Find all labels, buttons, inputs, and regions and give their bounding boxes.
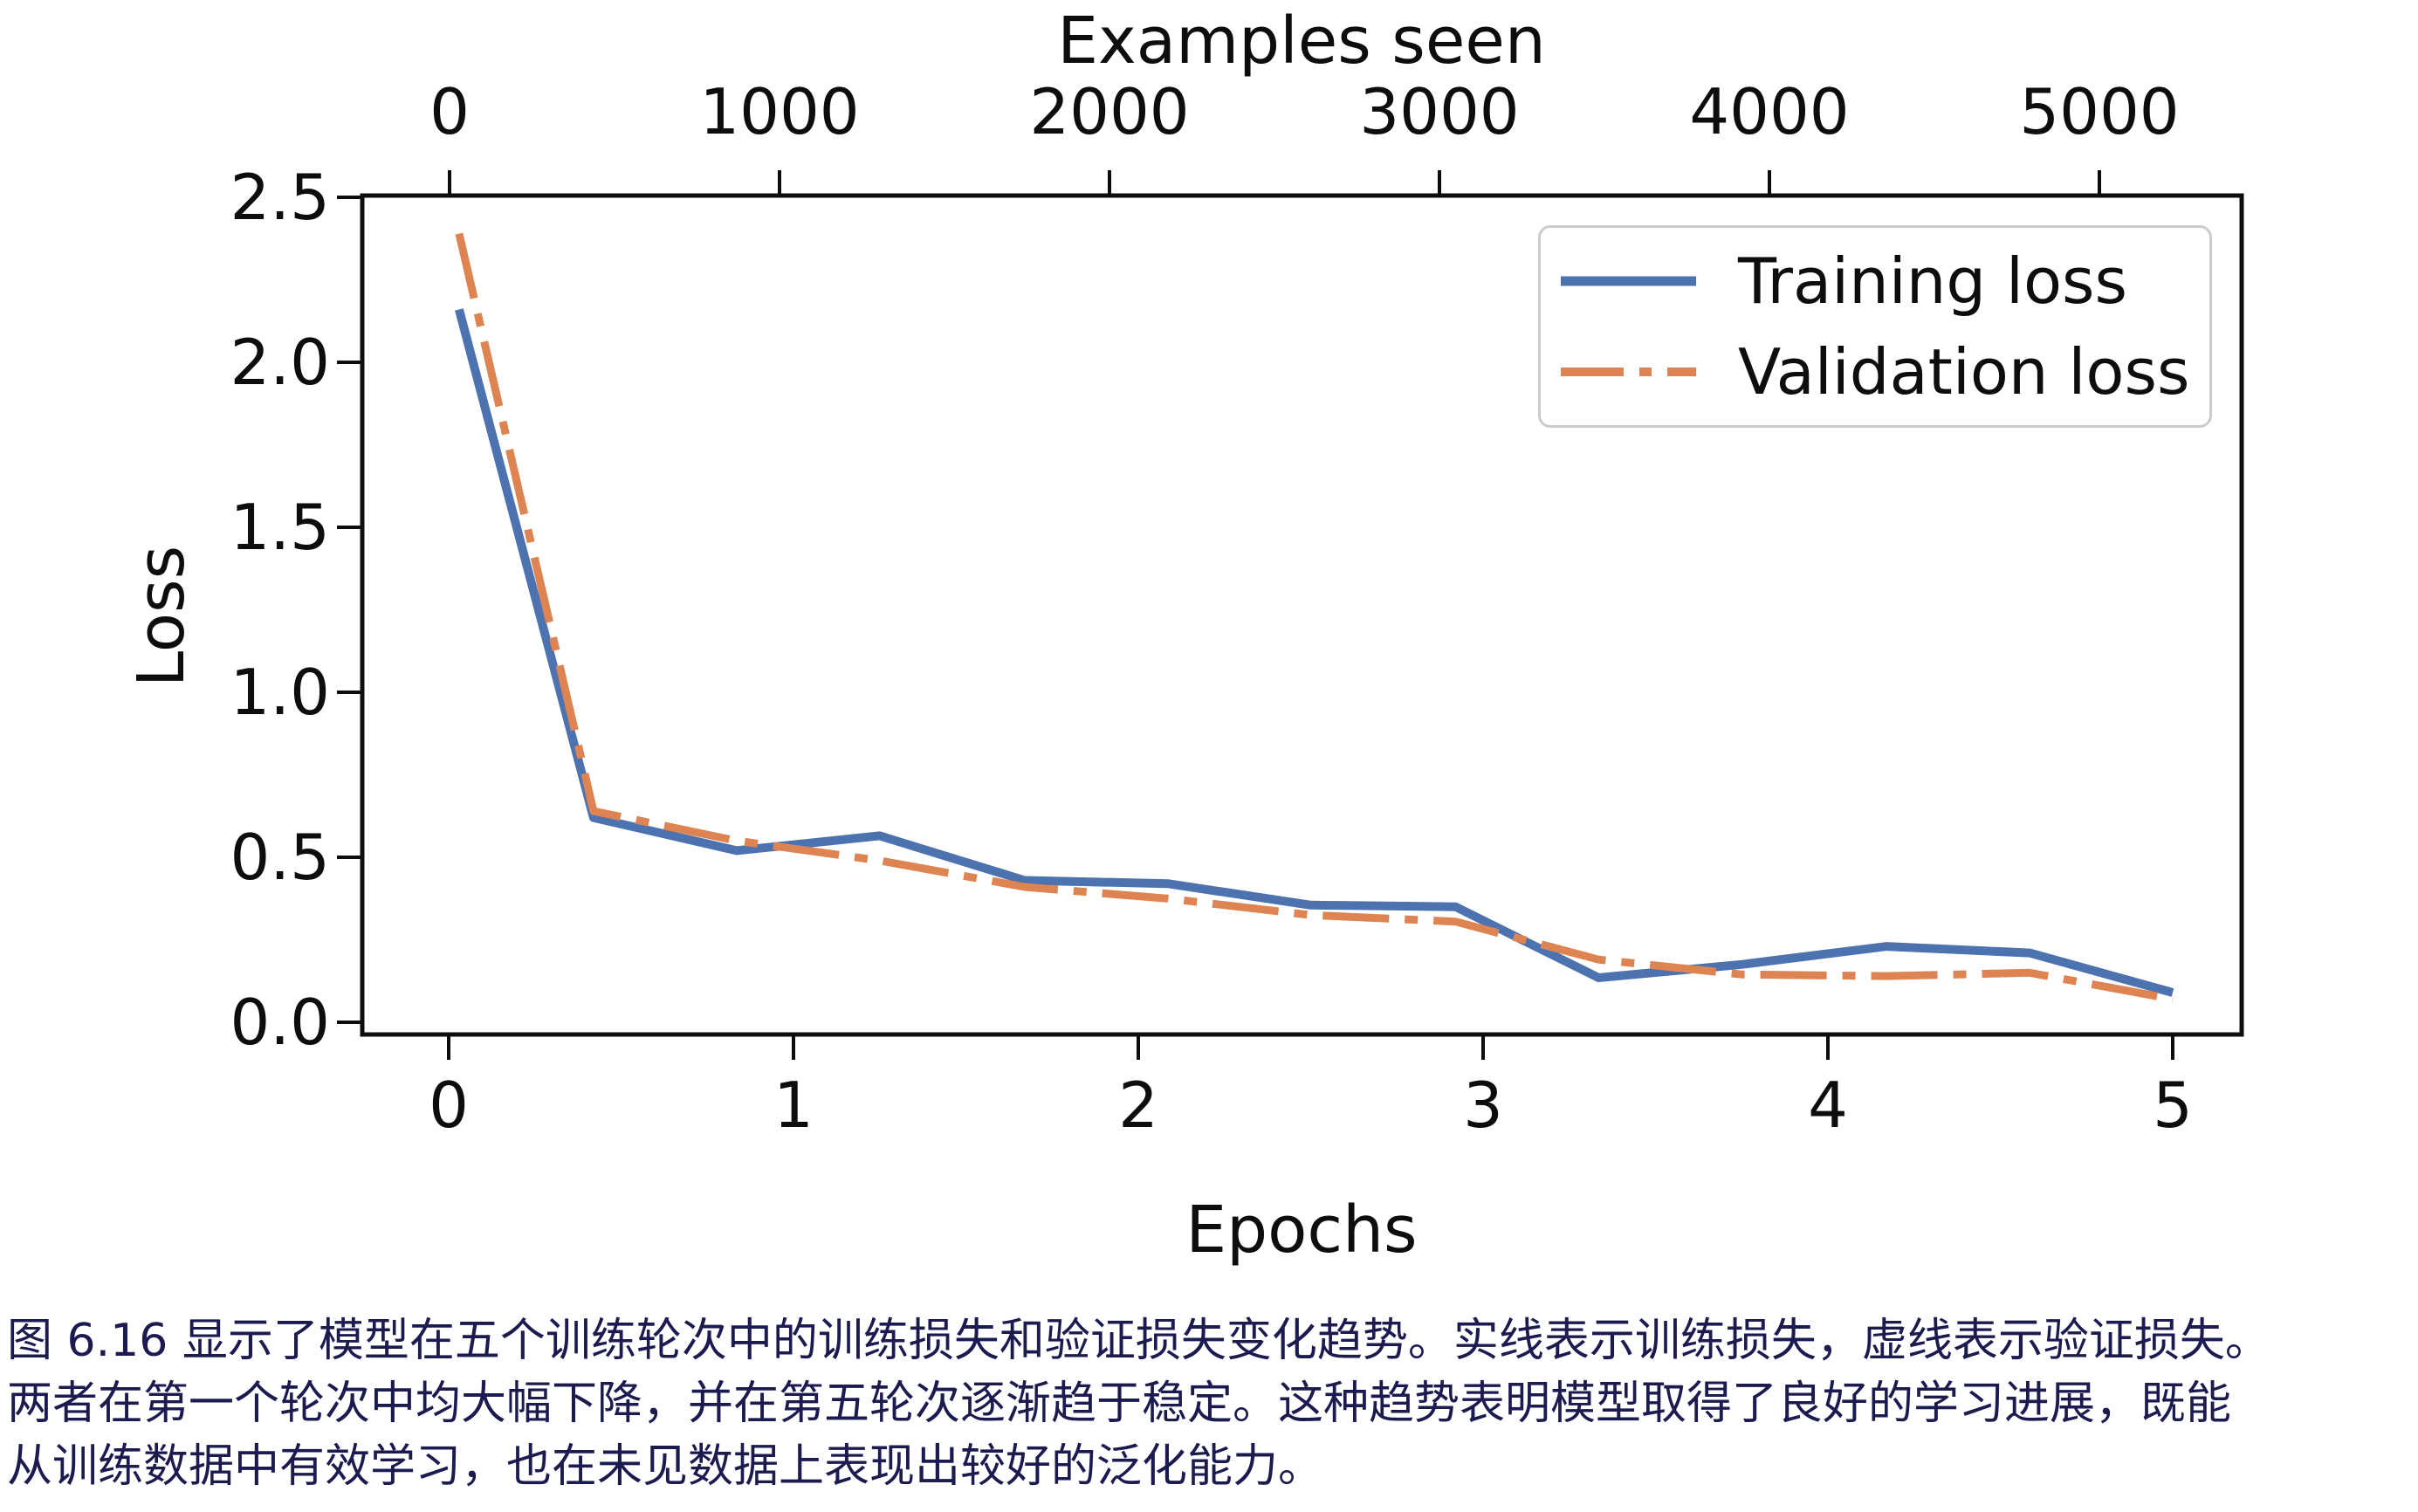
- top-tick-label: 0: [429, 75, 470, 148]
- legend: Training loss Validation loss: [1538, 225, 2212, 428]
- caption-line-3: 从训练数据中有效学习，也在未见数据上表现出较好的泛化能力。: [7, 1440, 1324, 1493]
- legend-item-validation-loss: Validation loss: [1541, 334, 2209, 409]
- legend-label-validation-loss: Validation loss: [1738, 335, 2190, 409]
- top-tick-label: 5000: [2019, 75, 2180, 148]
- top-tick-label: 3000: [1359, 75, 1520, 148]
- plot-spines: [360, 193, 2244, 1037]
- y-tick-label: 2.0: [230, 326, 330, 399]
- x-tick-label: 3: [1463, 1069, 1503, 1142]
- legend-label-training-loss: Training loss: [1738, 244, 2128, 318]
- top-tick-label: 1000: [699, 75, 860, 148]
- y-tick-label: 1.5: [230, 491, 330, 564]
- caption-line-2: 两者在第一个轮次中均大幅下降，并在第五轮次逐渐趋于稳定。这种趋势表明模型取得了良…: [7, 1378, 2232, 1430]
- top-axis-title: Examples seen: [1057, 3, 1546, 79]
- validation-loss-dashdot-icon: [1561, 368, 1696, 376]
- x-axis-title: Epochs: [1185, 1192, 1418, 1268]
- training-loss-line: [455, 308, 2174, 997]
- x-tick-label: 2: [1118, 1069, 1158, 1142]
- x-tick-label: 4: [1808, 1069, 1848, 1142]
- figure-caption: 图 6.16 显示了模型在五个训练轮次中的训练损失和验证损失变化趋势。实线表示训…: [7, 1309, 2416, 1498]
- training-loss-line-icon: [1561, 276, 1696, 286]
- y-tick-label: 1.0: [230, 656, 330, 729]
- y-tick-label: 0.0: [230, 986, 330, 1059]
- y-tick-label: 0.5: [230, 821, 330, 894]
- y-tick-label: 2.5: [230, 161, 330, 234]
- legend-item-training-loss: Training loss: [1541, 244, 2209, 319]
- caption-line-1: 图 6.16 显示了模型在五个训练轮次中的训练损失和验证损失变化趋势。实线表示训…: [7, 1315, 2270, 1367]
- x-tick-label: 0: [429, 1069, 469, 1142]
- top-tick-label: 4000: [1689, 75, 1850, 148]
- x-tick-label: 5: [2153, 1069, 2193, 1142]
- top-tick-label: 2000: [1029, 75, 1190, 148]
- validation-loss-line: [455, 232, 2174, 1003]
- x-tick-label: 1: [773, 1069, 814, 1142]
